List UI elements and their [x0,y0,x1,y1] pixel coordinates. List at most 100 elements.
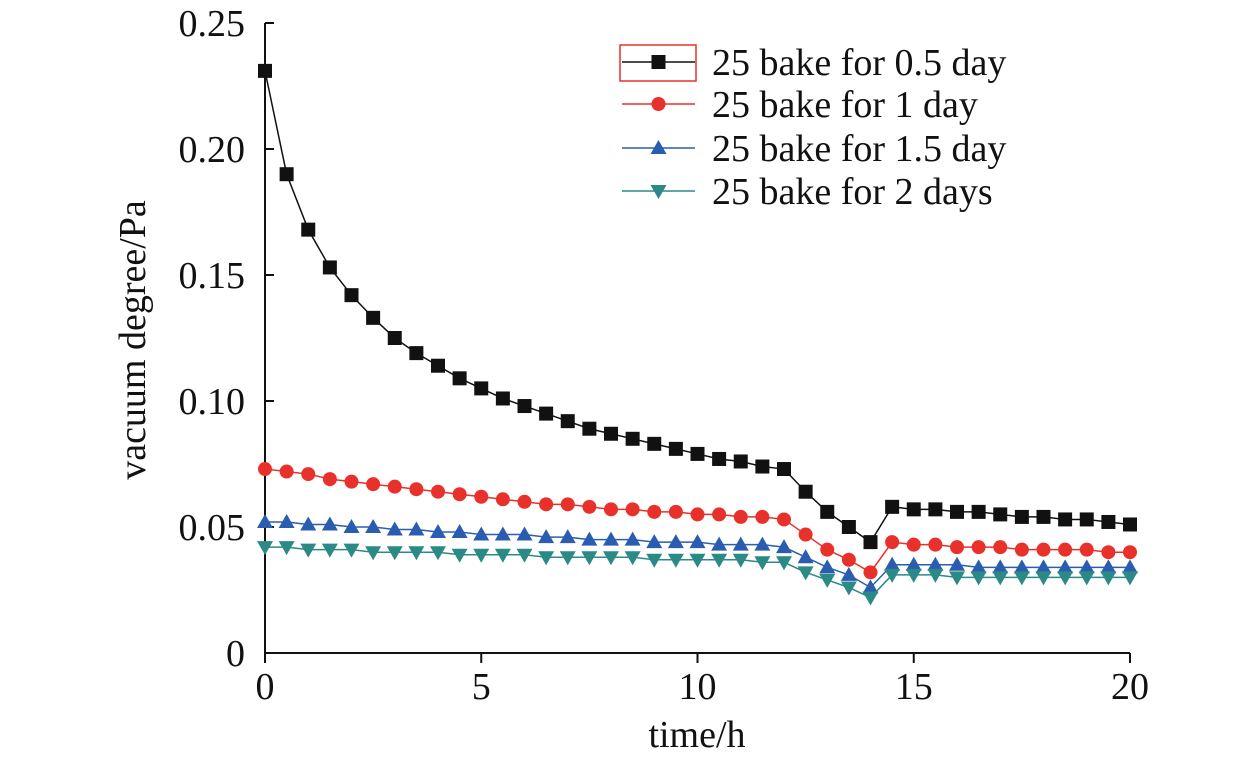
data-point [581,551,598,566]
data-point [777,512,791,527]
data-point [431,484,445,499]
data-point [538,551,555,566]
data-point [820,504,835,519]
data-point [1036,509,1051,524]
data-point [928,502,943,517]
data-point [993,507,1008,522]
data-point [884,556,901,571]
data-point [495,391,510,406]
data-point [257,541,273,556]
data-point [516,526,533,541]
legend-marker [650,140,667,154]
legend-label: 25 bake for 0.5 day [712,42,1006,84]
data-point [689,534,706,549]
data-point [755,459,770,474]
data-point [344,474,359,489]
data-point [798,484,813,499]
data-point [473,548,490,563]
legend-marker [651,55,666,69]
data-point [624,551,641,566]
data-point [582,421,597,436]
data-point [647,504,662,519]
data-point [1122,559,1138,574]
y-tick-label: 0.25 [179,3,246,45]
data-point [970,571,987,586]
data-point [365,519,382,533]
data-point [862,579,879,594]
data-point [279,167,294,182]
x-tick-label: 15 [895,666,933,708]
data-point [604,426,618,441]
data-point [711,536,728,551]
legend-item: 25 bake for 0.5 day [622,42,1006,84]
data-point [862,591,879,606]
data-point [300,516,317,531]
data-point [625,502,640,517]
y-tick-label: 0.20 [179,129,246,171]
data-point [1058,512,1073,527]
data-point [430,524,446,539]
data-point [343,543,360,558]
y-tick-label: 0 [226,633,245,675]
data-point [905,556,922,571]
data-point [906,537,921,552]
data-point [992,559,1009,574]
data-point [1123,545,1137,560]
data-point [301,222,316,237]
data-point [321,516,338,531]
data-point [1100,571,1117,586]
x-tick-label: 20 [1111,666,1149,708]
data-point [452,371,467,386]
data-point [322,260,337,275]
data-point [366,477,381,492]
data-point [667,534,684,549]
data-point [949,556,965,571]
data-point [387,479,402,494]
data-point [624,531,641,546]
data-point [517,494,532,509]
x-axis-title: time/h [648,714,745,756]
data-point [841,520,856,534]
data-point [321,543,338,558]
data-point [1014,509,1029,524]
data-point [819,559,836,574]
data-point [732,536,749,551]
data-point [1036,542,1051,557]
data-point [712,507,727,522]
data-point [863,565,878,580]
data-point [494,526,511,541]
data-point [408,521,425,536]
data-point [993,540,1008,555]
data-point [581,531,598,546]
data-point [1122,571,1138,586]
data-point [495,492,510,507]
data-point [776,556,792,571]
data-point [474,381,489,396]
data-point [559,529,576,544]
data-point [625,431,640,446]
legend-item: 25 bake for 1.5 day [622,128,1006,170]
data-point [668,504,683,519]
data-point [949,571,965,586]
data-point [1123,517,1137,532]
data-point [690,446,705,461]
data-point [1079,512,1094,527]
y-tick-label: 0.15 [179,255,246,297]
data-point [451,524,468,539]
data-point [430,546,446,561]
y-tick-label: 0.05 [179,507,246,549]
data-point [971,504,986,519]
data-point [603,531,619,546]
data-point [1057,559,1074,574]
data-point [516,548,533,563]
data-point [1035,559,1052,574]
series-1 [258,63,1137,550]
data-point [732,553,749,568]
data-point [863,535,878,550]
data-point [711,553,728,568]
data-point [258,462,272,477]
data-point [777,462,791,477]
data-point [646,553,663,568]
data-point [646,534,663,549]
data-point [884,568,901,583]
